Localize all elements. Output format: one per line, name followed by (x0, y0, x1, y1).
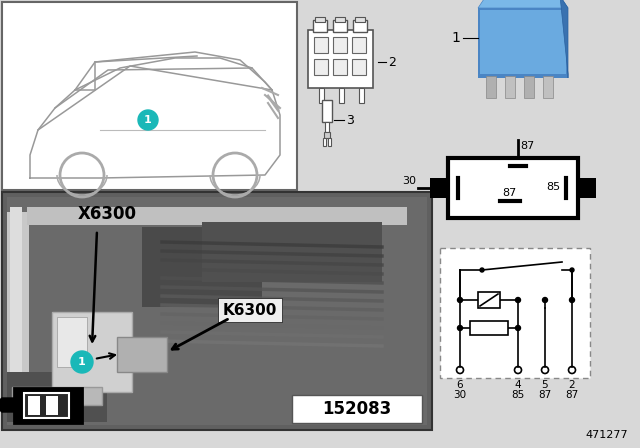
Bar (478, 8, 568, 78)
Bar (333, 59, 347, 75)
Circle shape (515, 326, 520, 331)
Bar (440, 248, 590, 378)
Circle shape (71, 351, 93, 373)
Bar (430, 178, 448, 198)
Bar (486, 76, 496, 98)
Bar (28, 396, 40, 415)
Text: 471277: 471277 (586, 430, 628, 440)
Bar (313, 20, 327, 32)
Bar (319, 88, 324, 103)
Bar (57, 317, 87, 367)
Bar (7, 197, 427, 425)
Text: 87: 87 (502, 188, 516, 198)
Polygon shape (560, 0, 568, 78)
Text: 30: 30 (453, 390, 467, 400)
Text: 6: 6 (457, 380, 463, 390)
Text: 87: 87 (520, 141, 534, 151)
Circle shape (543, 297, 547, 302)
Bar (355, 17, 365, 22)
Bar (27, 207, 407, 225)
Text: 4: 4 (515, 380, 522, 390)
Bar (52, 312, 132, 392)
Bar (7, 212, 29, 410)
Bar (2, 192, 432, 430)
Text: X6300: X6300 (77, 205, 136, 223)
Bar (117, 337, 167, 372)
Bar (448, 158, 578, 218)
Bar (12, 387, 102, 405)
Text: 1: 1 (78, 357, 86, 367)
Bar (478, 292, 500, 308)
Circle shape (480, 268, 484, 272)
Bar (7, 372, 107, 422)
Circle shape (570, 268, 574, 272)
Circle shape (138, 110, 158, 130)
Bar (308, 30, 373, 88)
Circle shape (458, 297, 463, 302)
Bar (359, 88, 364, 103)
Bar (202, 222, 382, 282)
Bar (339, 88, 344, 103)
Circle shape (515, 297, 520, 302)
Bar (470, 321, 508, 335)
Bar (333, 20, 347, 32)
Text: 1: 1 (451, 31, 460, 45)
Text: 30: 30 (402, 176, 416, 186)
Bar (352, 37, 366, 53)
Bar (292, 395, 422, 423)
Text: 3: 3 (346, 113, 354, 126)
Bar (322, 100, 332, 122)
Bar (578, 178, 596, 198)
Bar (10, 207, 22, 420)
Text: 2: 2 (388, 56, 396, 69)
Polygon shape (478, 0, 568, 8)
Bar (543, 76, 553, 98)
Bar (328, 138, 331, 146)
Bar (480, 10, 566, 74)
Text: 87: 87 (565, 390, 579, 400)
Bar (524, 76, 534, 98)
Bar (24, 393, 69, 418)
Bar (314, 37, 328, 53)
Bar (333, 37, 347, 53)
Text: 85: 85 (546, 182, 560, 192)
Text: 5: 5 (541, 380, 548, 390)
Bar (324, 132, 330, 138)
Bar (323, 138, 326, 146)
Text: 1: 1 (144, 115, 152, 125)
Bar (353, 20, 367, 32)
FancyArrow shape (0, 398, 14, 412)
Bar (142, 227, 262, 307)
Bar (14, 388, 82, 423)
Bar (314, 59, 328, 75)
Circle shape (458, 326, 463, 331)
Bar (2, 2, 297, 190)
Text: 152083: 152083 (323, 400, 392, 418)
Text: K6300: K6300 (223, 302, 277, 318)
Text: 2: 2 (569, 380, 575, 390)
Circle shape (570, 297, 575, 302)
Bar (315, 17, 325, 22)
Bar (505, 76, 515, 98)
Bar (325, 122, 329, 132)
Bar (46, 396, 58, 415)
Bar (335, 17, 345, 22)
Text: 85: 85 (511, 390, 525, 400)
Bar (352, 59, 366, 75)
Text: 87: 87 (538, 390, 552, 400)
